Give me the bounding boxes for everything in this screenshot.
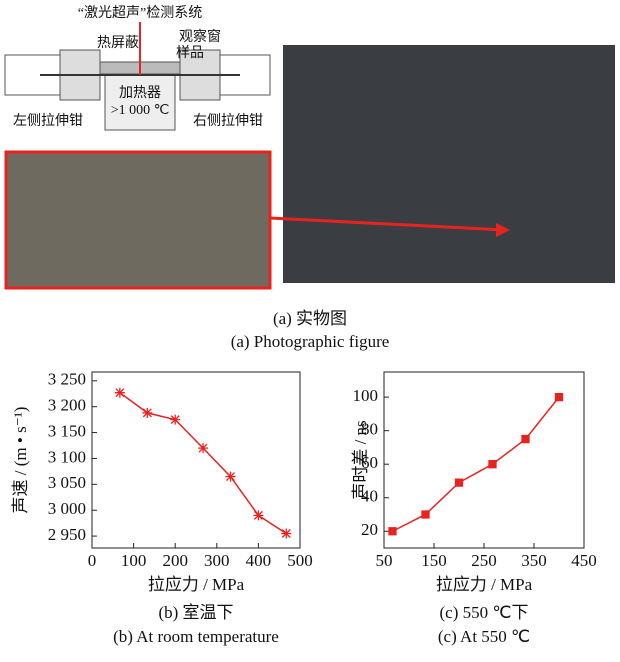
y-tick-label: 2 950 [48,525,86,544]
photo-detail [6,152,270,288]
plot-frame [384,372,584,548]
schematic: “激光超声”检测系统 热屏蔽 观察窗 样品 加热器 >1 000 ℃ 左侧拉伸钳… [5,4,270,130]
data-point [522,436,529,443]
y-tick-label: 3 150 [48,421,86,440]
data-point [115,388,125,398]
photo-system [283,45,615,283]
data-point [253,510,263,520]
label: >1 000 ℃ [111,103,170,118]
y-tick-label: 3 000 [48,499,86,518]
data-point [456,479,463,486]
caption: (c) 550 ℃下 [440,603,529,622]
y-axis-label: 声时差 / ns [351,420,370,499]
y-tick-label: 20 [361,520,378,539]
x-tick-label: 0 [88,551,97,570]
label: 左侧拉伸钳 [13,113,83,129]
x-axis-label: 拉应力 / MPa [436,575,533,594]
figure: “激光超声”检测系统 热屏蔽 观察窗 样品 加热器 >1 000 ℃ 左侧拉伸钳… [0,0,620,657]
label: 观察窗 [179,28,221,45]
data-point [170,415,180,425]
data-line [393,397,560,531]
y-tick-label: 3 100 [48,447,86,466]
data-point [281,529,291,539]
label: “激光超声”检测系统 [78,4,202,21]
y-tick-label: 3 200 [48,396,86,415]
x-axis-label: 拉应力 / MPa [148,575,245,594]
y-axis-label: 声速 / (m • s⁻¹) [11,407,30,514]
x-tick-label: 500 [287,551,313,570]
label: 加热器 [119,85,161,101]
y-tick-label: 3 050 [48,473,86,492]
y-tick-label: 3 250 [48,370,86,389]
x-tick-label: 200 [162,551,188,570]
caption: (c) At 550 ℃ [438,627,530,646]
data-point [226,472,236,482]
data-point [422,511,429,518]
caption: (b) At room temperature [113,627,279,646]
data-point [389,528,396,535]
caption: (a) 实物图 [273,309,347,328]
x-tick-label: 50 [376,551,393,570]
x-tick-label: 400 [246,551,272,570]
data-point [198,443,208,453]
x-tick-label: 150 [421,551,447,570]
x-tick-label: 350 [521,551,547,570]
label: 热屏蔽 [97,35,139,51]
x-tick-label: 100 [121,551,147,570]
x-tick-label: 300 [204,551,230,570]
label: 样品 [176,45,204,61]
caption: (b) 室温下 [158,603,233,622]
label: 右侧拉伸钳 [193,113,263,129]
data-point [556,394,563,401]
data-point [489,461,496,468]
x-tick-label: 450 [571,551,597,570]
caption: (a) Photographic figure [231,332,390,351]
y-tick-label: 100 [353,386,379,405]
x-tick-label: 250 [471,551,497,570]
data-point [142,408,152,418]
